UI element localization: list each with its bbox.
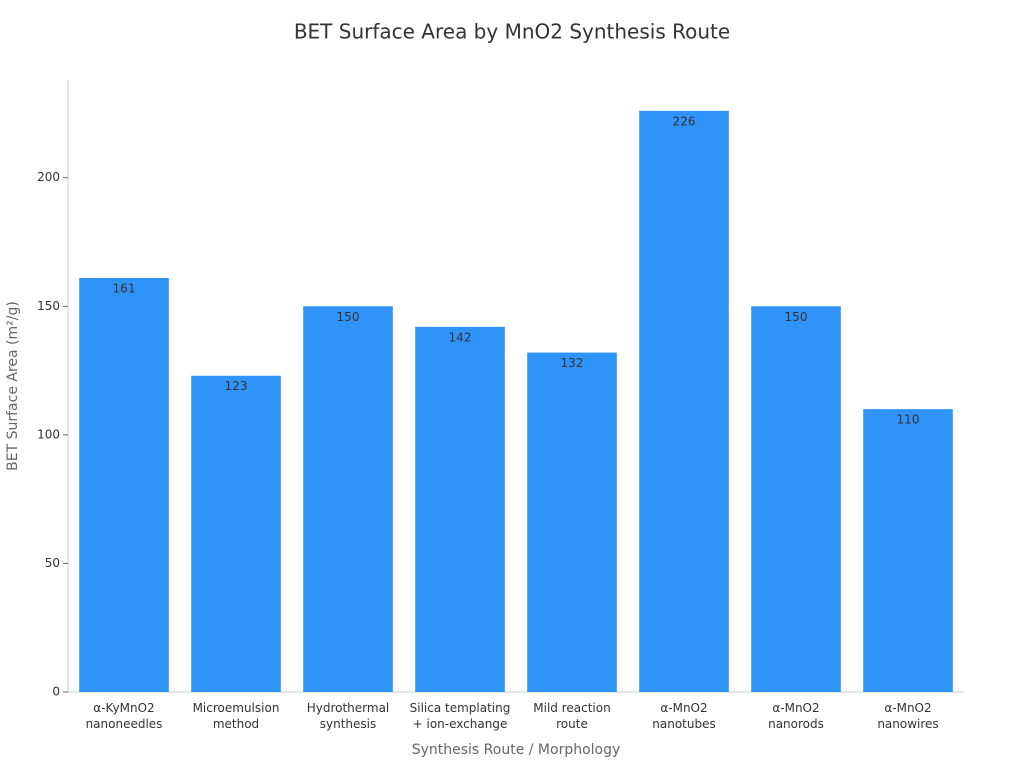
- bar: [751, 306, 841, 692]
- chart-title: BET Surface Area by MnO2 Synthesis Route: [294, 20, 730, 44]
- value-label: 161: [113, 282, 136, 296]
- y-tick-label: 200: [37, 170, 60, 184]
- x-tick-label: α-MnO2 nanotubes: [652, 701, 715, 731]
- x-tick-label: α-MnO2 nanowires: [877, 701, 938, 731]
- bar: [303, 306, 393, 692]
- y-tick-label: 100: [37, 427, 60, 441]
- y-axis-label: BET Surface Area (m²/g): [5, 301, 21, 471]
- value-label: 142: [449, 330, 472, 344]
- y-tick-label: 50: [45, 556, 60, 570]
- value-label: 110: [897, 413, 920, 427]
- value-label: 226: [673, 114, 696, 128]
- value-label: 150: [337, 310, 360, 324]
- x-tick-label: Hydrothermal synthesis: [307, 701, 390, 731]
- bar: [415, 326, 505, 692]
- x-tick-label: Silica templating + ion-exchange: [410, 701, 511, 731]
- x-tick-label: Mild reaction route: [533, 701, 610, 731]
- bar: [639, 110, 729, 693]
- value-label: 150: [785, 310, 808, 324]
- x-tick-label: Microemulsion method: [193, 701, 280, 731]
- x-tick-label: α-MnO2 nanorods: [768, 701, 824, 731]
- y-tick-label: 0: [52, 685, 60, 699]
- bar: [79, 278, 169, 692]
- x-axis-label: Synthesis Route / Morphology: [412, 742, 621, 758]
- bar: [527, 352, 617, 692]
- bar: [191, 375, 281, 692]
- value-label: 123: [225, 379, 248, 393]
- value-label: 132: [561, 356, 584, 370]
- y-tick-label: 150: [37, 299, 60, 313]
- x-tick-label: α-KyMnO2 nanoneedles: [86, 701, 163, 731]
- bar: [863, 409, 953, 692]
